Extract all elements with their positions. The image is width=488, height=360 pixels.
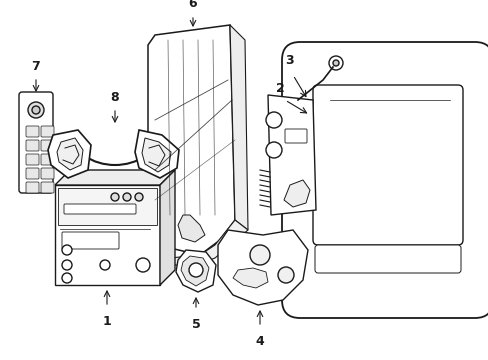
Circle shape: [328, 56, 342, 70]
Text: 4: 4: [255, 335, 264, 348]
Circle shape: [32, 106, 40, 114]
Polygon shape: [58, 188, 157, 225]
Circle shape: [100, 260, 110, 270]
FancyBboxPatch shape: [41, 140, 54, 151]
FancyBboxPatch shape: [26, 126, 39, 137]
Circle shape: [265, 112, 282, 128]
Circle shape: [136, 258, 150, 272]
FancyBboxPatch shape: [64, 204, 136, 214]
Circle shape: [278, 267, 293, 283]
Circle shape: [111, 193, 119, 201]
FancyBboxPatch shape: [282, 42, 488, 318]
Circle shape: [249, 245, 269, 265]
FancyBboxPatch shape: [19, 92, 53, 193]
FancyBboxPatch shape: [26, 140, 39, 151]
Polygon shape: [48, 130, 91, 178]
FancyBboxPatch shape: [314, 245, 460, 273]
Circle shape: [62, 273, 72, 283]
Polygon shape: [145, 220, 247, 268]
Circle shape: [123, 193, 131, 201]
FancyBboxPatch shape: [26, 182, 39, 193]
FancyBboxPatch shape: [41, 168, 54, 179]
Polygon shape: [57, 138, 83, 170]
Text: 3: 3: [285, 54, 294, 67]
FancyBboxPatch shape: [26, 168, 39, 179]
Polygon shape: [142, 138, 171, 172]
Text: 5: 5: [191, 318, 200, 331]
Polygon shape: [232, 268, 267, 288]
Polygon shape: [229, 25, 247, 230]
Polygon shape: [176, 250, 216, 292]
FancyBboxPatch shape: [285, 129, 306, 143]
Polygon shape: [267, 95, 315, 215]
FancyBboxPatch shape: [62, 232, 119, 249]
Circle shape: [265, 142, 282, 158]
Polygon shape: [284, 180, 309, 207]
Polygon shape: [218, 230, 307, 305]
Polygon shape: [55, 170, 175, 185]
Circle shape: [62, 245, 72, 255]
Polygon shape: [178, 215, 204, 242]
Text: 7: 7: [32, 60, 41, 73]
Circle shape: [332, 60, 338, 66]
FancyBboxPatch shape: [312, 85, 462, 245]
Circle shape: [135, 193, 142, 201]
Text: 6: 6: [188, 0, 197, 10]
Polygon shape: [148, 25, 235, 255]
Polygon shape: [135, 130, 179, 178]
FancyBboxPatch shape: [41, 182, 54, 193]
FancyBboxPatch shape: [26, 154, 39, 165]
Circle shape: [28, 102, 44, 118]
Text: 1: 1: [102, 315, 111, 328]
FancyBboxPatch shape: [41, 126, 54, 137]
Text: 8: 8: [110, 91, 119, 104]
Polygon shape: [181, 256, 208, 286]
Polygon shape: [160, 170, 175, 285]
Text: 2: 2: [275, 82, 284, 95]
FancyBboxPatch shape: [41, 154, 54, 165]
Circle shape: [62, 260, 72, 270]
Circle shape: [189, 263, 203, 277]
Polygon shape: [55, 185, 160, 285]
